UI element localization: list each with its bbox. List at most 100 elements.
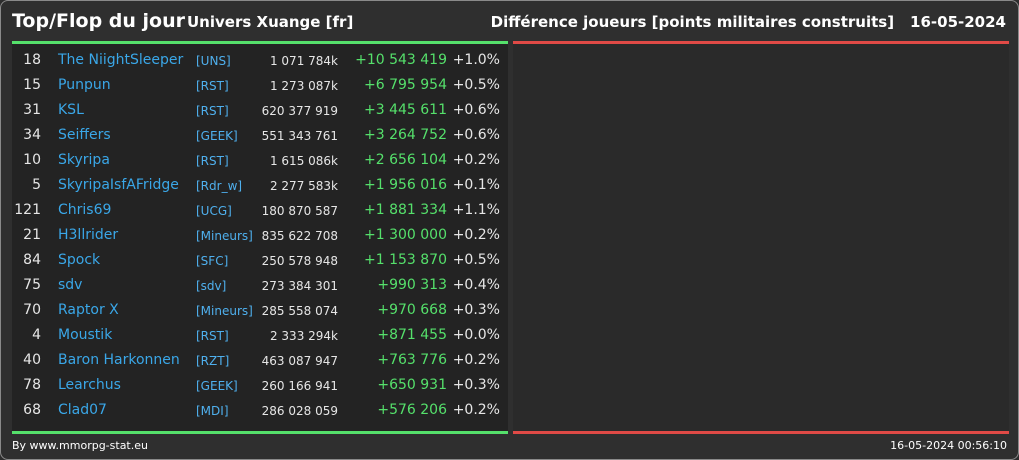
percent-change: +0.5% <box>452 77 500 93</box>
percent-change: +0.0% <box>452 327 500 343</box>
player-name-link[interactable]: sdv <box>58 277 83 293</box>
player-points: 463 087 947 <box>261 354 338 368</box>
player-rank: 121 <box>14 202 41 218</box>
player-points: 1 071 784k <box>269 54 338 68</box>
points-difference: +10 543 419 <box>355 52 447 68</box>
top-divider-green <box>12 41 508 44</box>
univers-label: Univers Xuange [fr] <box>187 13 354 31</box>
points-difference: +990 313 <box>377 277 447 293</box>
top-divider-red <box>513 41 1009 44</box>
player-name-link[interactable]: Chris69 <box>58 202 112 218</box>
player-name-link[interactable]: Moustik <box>58 327 113 343</box>
table-row: 5 SkyripaIsfAFridge [Rdr_w] 2 277 583k +1 95… <box>12 173 508 198</box>
alliance-tag[interactable]: [GEEK] <box>196 379 238 393</box>
player-rank: 68 <box>23 402 41 418</box>
table-row: 10 Skyripa [RST] 1 615 086k +2 656 104 +0.2% <box>12 148 508 173</box>
alliance-tag[interactable]: [UCG] <box>196 204 232 218</box>
percent-change: +0.1% <box>452 177 500 193</box>
player-points: 260 166 941 <box>261 379 338 393</box>
table-row: 15 Punpun [RST] 1 273 087k +6 795 954 +0.5% <box>12 73 508 98</box>
percent-change: +0.2% <box>452 227 500 243</box>
table-row: 21 H3llrider [Mineurs] 835 622 708 +1 300 00… <box>12 223 508 248</box>
player-points: 2 333 294k <box>269 329 338 343</box>
top-gainers-list: 18 The NiightSleeper [UNS] 1 071 784k +10 54… <box>12 44 508 431</box>
percent-change: +1.1% <box>452 202 500 218</box>
alliance-tag[interactable]: [sdv] <box>196 279 227 293</box>
alliance-tag[interactable]: [GEEK] <box>196 129 238 143</box>
points-difference: +1 300 000 <box>364 227 447 243</box>
player-name-link[interactable]: Punpun <box>58 77 111 93</box>
bottom-divider-red <box>513 431 1009 434</box>
percent-change: +0.5% <box>452 252 500 268</box>
player-points: 285 558 074 <box>261 304 338 318</box>
player-name-link[interactable]: Learchus <box>58 377 121 393</box>
player-rank: 78 <box>23 377 41 393</box>
table-row: 75 sdv [sdv] 273 384 301 +990 313 +0.4% <box>12 273 508 298</box>
percent-change: +0.2% <box>452 402 500 418</box>
player-points: 286 028 059 <box>261 404 338 418</box>
alliance-tag[interactable]: [MDI] <box>196 404 229 418</box>
player-name-link[interactable]: Baron Harkonnen <box>58 352 180 368</box>
player-points: 2 277 583k <box>269 179 338 193</box>
player-rank: 70 <box>23 302 41 318</box>
table-row: 18 The NiightSleeper [UNS] 1 071 784k +10 54… <box>12 48 508 73</box>
alliance-tag[interactable]: [RST] <box>196 329 229 343</box>
player-name-link[interactable]: Spock <box>58 252 101 268</box>
ranking-subtitle: Différence joueurs [points militaires co… <box>490 13 895 31</box>
points-difference: +576 206 <box>377 402 447 418</box>
alliance-tag[interactable]: [Mineurs] <box>196 229 253 243</box>
table-row: 34 Seiffers [GEEK] 551 343 761 +3 264 752 +0.… <box>12 123 508 148</box>
header-right: Différence joueurs [points militaires co… <box>491 13 1006 31</box>
player-rank: 5 <box>32 177 41 193</box>
alliance-tag[interactable]: [Mineurs] <box>196 304 253 318</box>
points-difference: +1 956 016 <box>364 177 447 193</box>
table-row: 4 Moustik [RST] 2 333 294k +871 455 +0.0% <box>12 323 508 348</box>
player-name-link[interactable]: Seiffers <box>58 127 111 143</box>
percent-change: +0.3% <box>452 302 500 318</box>
table-row: 68 Clad07 [MDI] 286 028 059 +576 206 +0.2% <box>12 398 508 423</box>
player-points: 835 622 708 <box>261 229 338 243</box>
generated-timestamp: 16-05-2024 00:56:10 <box>890 439 1007 452</box>
points-difference: +1 881 334 <box>364 202 447 218</box>
points-difference: +6 795 954 <box>364 77 447 93</box>
player-name-link[interactable]: KSL <box>58 102 84 118</box>
points-difference: +970 668 <box>377 302 447 318</box>
alliance-tag[interactable]: [UNS] <box>196 54 231 68</box>
percent-change: +0.3% <box>452 377 500 393</box>
player-name-link[interactable]: The NiightSleeper <box>58 52 184 68</box>
player-rank: 40 <box>23 352 41 368</box>
player-rank: 4 <box>32 327 41 343</box>
player-rank: 31 <box>23 102 41 118</box>
percent-change: +1.0% <box>452 52 500 68</box>
alliance-tag[interactable]: [RST] <box>196 104 229 118</box>
alliance-tag[interactable]: [RZT] <box>196 354 230 368</box>
percent-change: +0.6% <box>452 102 500 118</box>
points-difference: +1 153 870 <box>364 252 447 268</box>
player-rank: 10 <box>23 152 41 168</box>
source-link[interactable]: By www.mmorpg-stat.eu <box>12 439 148 452</box>
alliance-tag[interactable]: [SFC] <box>196 254 229 268</box>
player-points: 180 870 587 <box>261 204 338 218</box>
alliance-tag[interactable]: [Rdr_w] <box>196 179 243 193</box>
table-row: 70 Raptor X [Mineurs] 285 558 074 +970 668 +0… <box>12 298 508 323</box>
points-difference: +3 445 611 <box>364 102 447 118</box>
player-name-link[interactable]: SkyripaIsfAFridge <box>58 177 179 193</box>
points-difference: +763 776 <box>377 352 447 368</box>
percent-change: +0.6% <box>452 127 500 143</box>
player-points: 273 384 301 <box>261 279 338 293</box>
player-rank: 75 <box>23 277 41 293</box>
player-name-link[interactable]: H3llrider <box>58 227 119 243</box>
player-points: 551 343 761 <box>261 129 338 143</box>
player-name-link[interactable]: Skyripa <box>58 152 110 168</box>
percent-change: +0.2% <box>452 152 500 168</box>
alliance-tag[interactable]: [RST] <box>196 79 229 93</box>
alliance-tag[interactable]: [RST] <box>196 154 229 168</box>
table-row: 84 Spock [SFC] 250 578 948 +1 153 870 +0.5% <box>12 248 508 273</box>
flop-list <box>513 44 1009 431</box>
player-name-link[interactable]: Clad07 <box>58 402 107 418</box>
points-difference: +3 264 752 <box>364 127 447 143</box>
table-row: 40 Baron Harkonnen [RZT] 463 087 947 +763 77… <box>12 348 508 373</box>
player-name-link[interactable]: Raptor X <box>58 302 119 318</box>
percent-change: +0.4% <box>452 277 500 293</box>
